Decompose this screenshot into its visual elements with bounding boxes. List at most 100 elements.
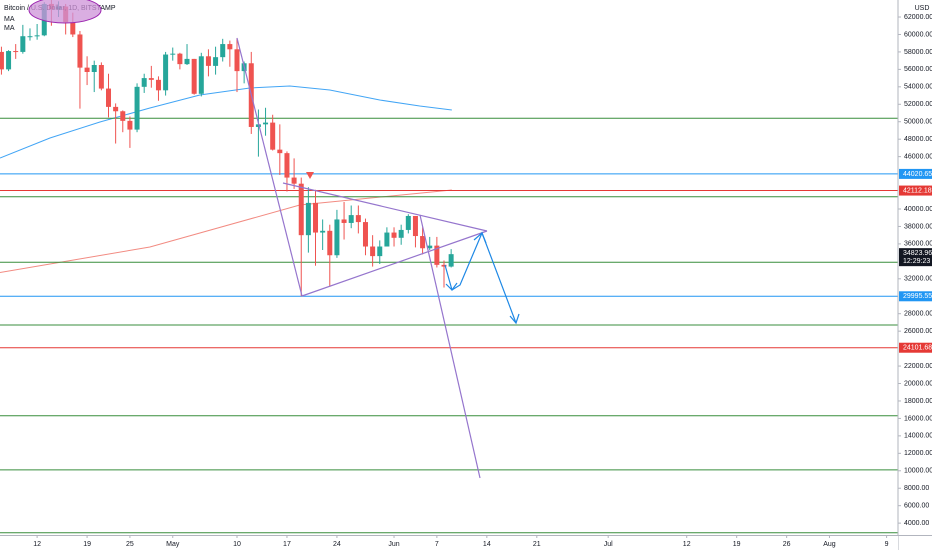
- candle-body: [334, 219, 340, 256]
- candle-body: [277, 149, 283, 154]
- x-tick-label: 7: [435, 541, 439, 548]
- level-label-bg: [899, 342, 932, 353]
- candle-body: [263, 122, 269, 125]
- candle-body: [77, 34, 83, 68]
- candle-body: [213, 57, 219, 66]
- y-tick-label: 60000.00: [904, 31, 932, 38]
- candle-body: [141, 78, 147, 87]
- candle-body: [405, 215, 411, 230]
- candle-body: [27, 36, 33, 38]
- y-tick-label: 18000.00: [904, 398, 932, 405]
- countdown-label: 12:29:23: [903, 258, 930, 265]
- x-tick-label: 12: [683, 541, 691, 548]
- candle-body: [134, 86, 140, 130]
- y-tick-label: 20000.00: [904, 380, 932, 387]
- candle-body: [362, 222, 368, 247]
- x-tick-label: Aug: [823, 541, 836, 548]
- candle-body: [384, 232, 390, 247]
- candle-body: [6, 51, 12, 70]
- level-label: 29995.55: [903, 293, 932, 300]
- y-tick-label: 40000.00: [904, 206, 932, 213]
- y-tick-label: 16000.00: [904, 415, 932, 422]
- candle-body: [298, 183, 304, 236]
- trend-line: [236, 37, 303, 297]
- y-tick-label: 6000.00: [904, 503, 929, 510]
- candle-body: [177, 53, 183, 65]
- y-tick-label: 52000.00: [904, 101, 932, 108]
- candle-body: [270, 122, 276, 150]
- level-label: 42112.18: [903, 187, 932, 194]
- candle-body: [184, 58, 190, 65]
- level-label-bg: [899, 168, 932, 179]
- candle-body: [370, 246, 376, 257]
- y-tick-label: 50000.00: [904, 119, 932, 126]
- y-tick-label: 36000.00: [904, 241, 932, 248]
- candle-body: [34, 35, 40, 37]
- y-tick-label: 10000.00: [904, 468, 932, 475]
- candle-body: [13, 51, 19, 53]
- trend-line: [419, 214, 481, 479]
- candle-body: [320, 230, 326, 233]
- y-tick-label: 38000.00: [904, 223, 932, 230]
- time-axis: [0, 535, 898, 550]
- candle-body: [434, 245, 440, 265]
- indicator-legend: MA: [4, 16, 15, 23]
- y-tick-label: 14000.00: [904, 433, 932, 440]
- candle-body: [0, 51, 4, 70]
- x-tick-label: 12: [33, 541, 41, 548]
- y-tick-label: 62000.00: [904, 14, 932, 21]
- candle-body: [113, 106, 119, 112]
- y-tick-label: 58000.00: [904, 49, 932, 56]
- candle-body: [120, 111, 126, 121]
- x-tick-label: 10: [233, 541, 241, 548]
- candle-body: [313, 202, 319, 233]
- marker: [306, 172, 314, 179]
- y-tick-label: 56000.00: [904, 66, 932, 73]
- x-tick-label: 9: [885, 541, 889, 548]
- x-tick-label: 19: [733, 541, 741, 548]
- candle-body: [220, 44, 226, 58]
- x-tick-label: Jun: [388, 541, 399, 548]
- candle-body: [391, 232, 397, 238]
- y-tick-label: 22000.00: [904, 363, 932, 370]
- candle-body: [255, 124, 261, 127]
- highlight-ellipse: [28, 0, 102, 24]
- y-tick-label: 12000.00: [904, 450, 932, 457]
- candle-body: [420, 236, 426, 249]
- candle-body: [234, 49, 240, 72]
- candle-body: [427, 245, 433, 249]
- y-tick-label: 54000.00: [904, 84, 932, 91]
- y-tick-label: 28000.00: [904, 311, 932, 318]
- x-tick-label: 17: [283, 541, 291, 548]
- y-tick-label: 4000.00: [904, 520, 929, 527]
- y-tick-label: 26000.00: [904, 328, 932, 335]
- indicator-legend: MA: [4, 25, 15, 32]
- trend-line: [301, 230, 488, 297]
- ma-line: [0, 85, 452, 159]
- candle-body: [291, 177, 297, 184]
- candle-body: [91, 65, 97, 72]
- candle-body: [98, 65, 104, 89]
- drawings: [236, 37, 520, 479]
- candle-body: [448, 254, 454, 267]
- candle-body: [84, 67, 90, 72]
- level-label-bg: [899, 185, 932, 196]
- candle-body: [170, 53, 176, 55]
- candle-body: [341, 219, 347, 223]
- candle-body: [284, 153, 290, 178]
- candle-body: [191, 58, 197, 94]
- currency: USD: [915, 5, 930, 12]
- price-label-bg: [899, 248, 932, 267]
- plot-area: [0, 0, 898, 534]
- axes: 62000.00 60000.00 58000.00 56000.00 54000.00…: [33, 14, 932, 548]
- candle-body: [198, 56, 204, 94]
- forecast-arrow: [444, 231, 517, 324]
- candle-body: [377, 246, 383, 257]
- arrow-head: [509, 313, 520, 325]
- x-tick-label: 21: [533, 541, 541, 548]
- x-tick-label: Jul: [604, 541, 613, 548]
- x-tick-label: 24: [333, 541, 341, 548]
- candle-body: [155, 79, 161, 91]
- candle-body: [70, 22, 76, 35]
